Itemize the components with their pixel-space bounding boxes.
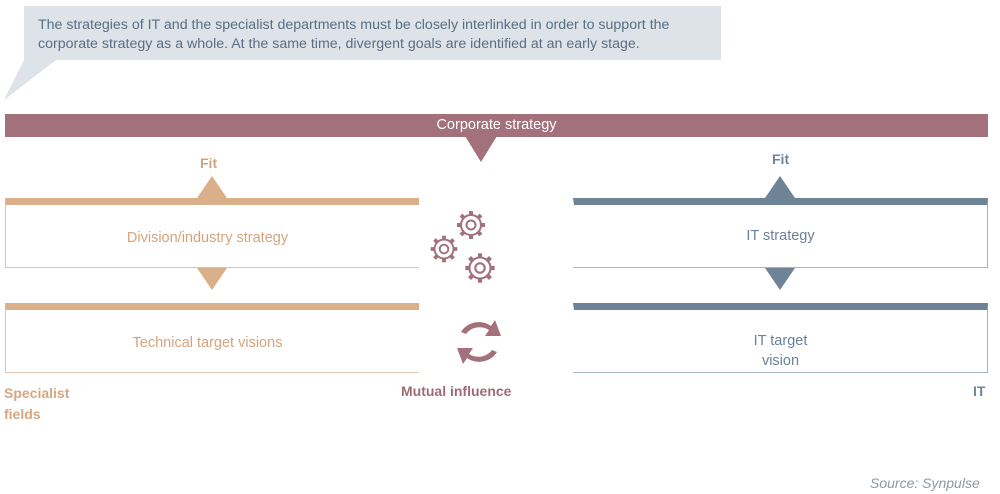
mutual-influence-label: Mutual influence [401,383,512,399]
fit-label-right: Fit [772,151,790,167]
gears-icon [428,209,505,293]
technical-visions-label: Technical target visions [132,335,283,351]
callout-text: The strategies of IT and the specialist … [38,17,670,52]
division-strategy-label: Division/industry strategy [126,230,289,246]
source-note: Source: Synpulse [870,475,980,491]
it-target-vision-label: IT target vision [753,333,808,369]
fit-label-left: Fit [200,155,218,171]
it-strategy-label: IT strategy [746,228,815,244]
technical-visions-box: Technical target visions [5,303,419,373]
mutual-influence-cycle-icon [457,320,501,364]
specialist-fields-label: Specialist fields [4,385,70,422]
it-label: IT [973,383,986,399]
corporate-strategy-arrow [465,136,497,162]
fit-up-arrow-left [197,176,227,198]
down-arrow-right [765,268,795,290]
fit-up-arrow-right [765,176,795,198]
corporate-strategy-bar: Corporate strategy [5,114,988,137]
callout-box [24,6,721,60]
down-arrow-left [197,268,227,290]
it-strategy-box: IT strategy [573,198,988,268]
it-target-vision-box: IT target vision [573,303,988,373]
division-strategy-box: Division/industry strategy [5,198,419,268]
